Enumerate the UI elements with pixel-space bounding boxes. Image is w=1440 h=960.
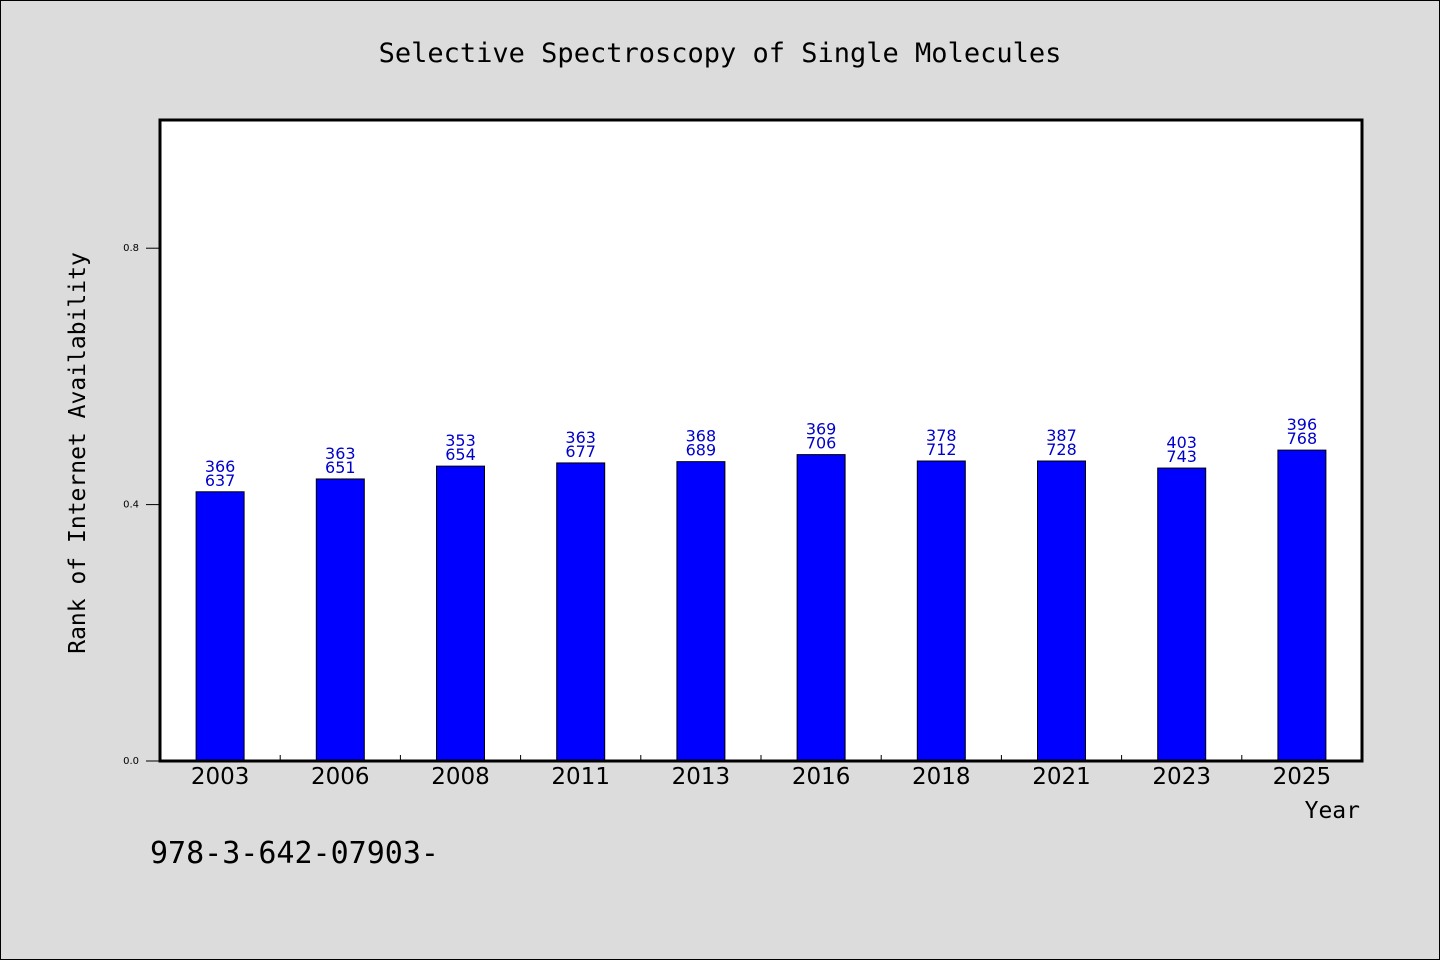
x-tick-label-2011: 2011: [551, 764, 610, 790]
x-tick-label-2008: 2008: [431, 764, 490, 790]
bar-2023: [1157, 467, 1207, 762]
data-label-2023-top: 403: [1166, 433, 1197, 452]
data-label-2011-bottom: 677: [565, 442, 596, 461]
data-label-2016-top: 369: [806, 420, 837, 439]
x-tick-label-2025: 2025: [1273, 764, 1332, 790]
data-label-2016-bottom: 706: [806, 434, 837, 453]
x-tick-label-2016: 2016: [792, 764, 851, 790]
plot-border: [158, 118, 1364, 763]
x-tick-label-2018: 2018: [912, 764, 971, 790]
data-label-2025-top: 396: [1287, 415, 1318, 434]
bar-2016: [796, 454, 846, 762]
data-label-2006-bottom: 651: [325, 458, 356, 477]
x-axis: 2003 2006 2008 2011 2013 2016 2018 2021 2023 2025: [191, 755, 1331, 790]
y-tick-label-0.0: 0.0: [123, 756, 139, 767]
data-label-2013-top: 368: [686, 427, 717, 446]
data-label-2021-top: 387: [1046, 426, 1077, 445]
y-tick-label-0.8: 0.8: [123, 243, 139, 254]
x-tick-label-2023: 2023: [1152, 764, 1211, 790]
bar-2013: [676, 461, 726, 762]
bar-2011: [556, 462, 606, 762]
data-label-2008-bottom: 654: [445, 445, 476, 464]
x-tick-label-2006: 2006: [311, 764, 370, 790]
bar-2003: [195, 491, 245, 762]
x-axis-label: Year: [1305, 798, 1360, 824]
chart-title: Selective Spectroscopy of Single Molecul…: [379, 38, 1062, 69]
data-label-2006-top: 363: [325, 444, 356, 463]
data-label-2025-bottom: 768: [1287, 429, 1318, 448]
bar-2008: [436, 465, 485, 762]
data-label-2008-top: 353: [445, 431, 476, 450]
data-label-2021-bottom: 728: [1046, 440, 1077, 459]
bar-2021: [1037, 460, 1086, 762]
data-label-2013-bottom: 689: [686, 441, 717, 460]
isbn-footer: 978-3-642-07903-: [150, 836, 439, 871]
y-axis: 0.0 0.4 0.8: [123, 243, 160, 767]
bar-2025: [1277, 449, 1327, 762]
data-label-2023-bottom: 743: [1166, 447, 1197, 466]
bar-2006: [315, 478, 365, 762]
bars-layer: [195, 449, 1327, 762]
data-label-2018-bottom: 712: [926, 440, 957, 459]
data-label-2011-top: 363: [565, 428, 596, 447]
data-label-2003-top: 366: [205, 457, 236, 476]
y-axis-label: Rank of Internet Availability: [65, 252, 91, 654]
y-tick-label-0.4: 0.4: [123, 500, 139, 511]
bar-2018: [916, 460, 966, 762]
x-tick-label-2003: 2003: [191, 764, 250, 790]
x-tick-label-2021: 2021: [1032, 764, 1091, 790]
x-tick-label-2013: 2013: [672, 764, 731, 790]
data-label-2018-top: 378: [926, 426, 957, 445]
data-label-2003-bottom: 637: [205, 471, 236, 490]
